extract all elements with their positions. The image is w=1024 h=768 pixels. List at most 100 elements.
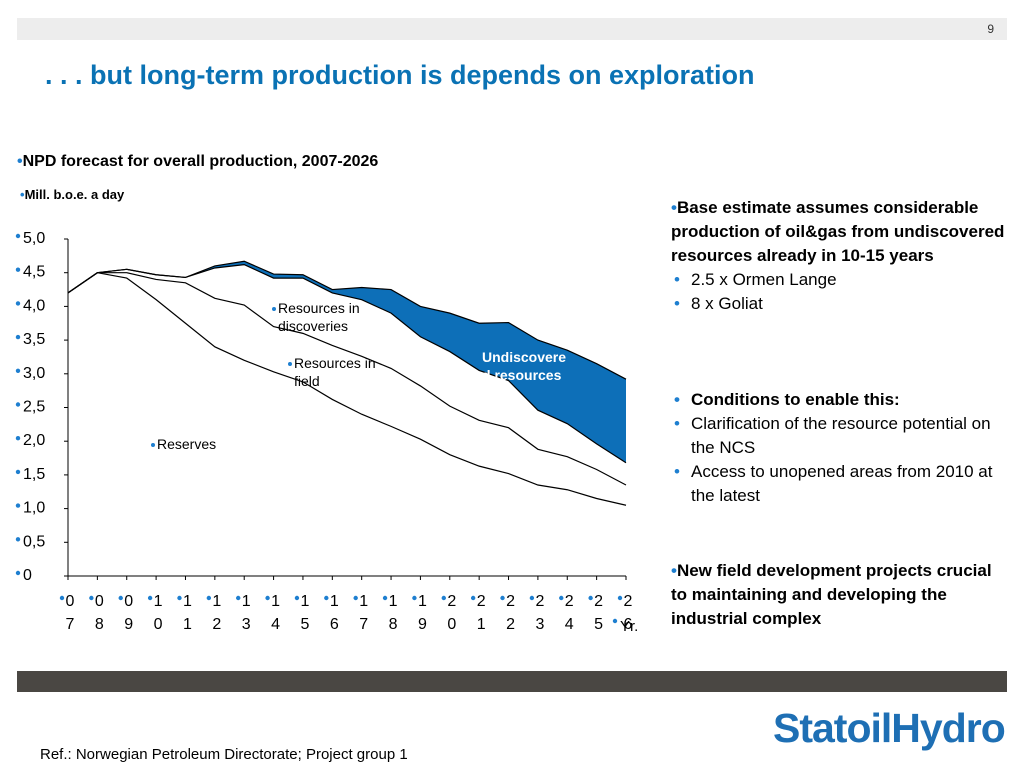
chart-title: •NPD forecast for overall production, 20…: [17, 153, 378, 171]
x-tick-label: 3: [242, 616, 251, 633]
bullet-icon: [15, 267, 21, 272]
x-tick-label: 0: [124, 593, 133, 610]
x-tick-label: 0: [66, 593, 75, 610]
x-tick-label: 1: [154, 593, 163, 610]
x-tick-label: 9: [124, 616, 133, 633]
block1-list: 2.5 x Ormen Lange 8 x Goliat: [671, 268, 1011, 316]
bullet-icon: [15, 469, 21, 475]
x-tick-label: 1: [242, 593, 251, 610]
bullet-icon: [15, 402, 21, 407]
reference-note: Ref.: Norwegian Petroleum Directorate; P…: [40, 746, 408, 763]
text-block-base-estimate: •Base estimate assumes considerable prod…: [671, 196, 1011, 316]
undiscovered-line: [67, 260, 627, 380]
bullet-icon: [288, 362, 292, 366]
list-item: 8 x Goliat: [671, 292, 1011, 316]
bullet-icon: [441, 595, 446, 601]
page-number: 9: [987, 22, 994, 36]
x-tick-label: 2: [594, 593, 603, 610]
bullet-icon: [151, 443, 155, 447]
x-tick-label: 8: [95, 616, 104, 633]
field-label: Resources in: [294, 355, 376, 371]
reserves-line: [67, 272, 627, 506]
y-tick-label: 2,5: [23, 399, 45, 416]
x-tick-label: 5: [594, 616, 603, 633]
y-tick-label: 0,5: [23, 533, 45, 550]
bullet-icon: [15, 368, 21, 373]
bullet-icon: [353, 595, 358, 601]
x-tick-label: 9: [418, 616, 427, 633]
bullet-icon: [294, 595, 300, 601]
x-tick-label: 7: [66, 616, 75, 633]
field-label: field: [294, 373, 320, 389]
block1-heading: •Base estimate assumes considerable prod…: [671, 196, 1011, 268]
x-tick-label: 0: [154, 616, 163, 633]
x-tick-label: 0: [447, 616, 456, 633]
x-tick-label: 2: [624, 593, 633, 610]
top-bar: [17, 18, 1007, 40]
x-tick-label: 5: [300, 616, 309, 633]
x-tick-label: 1: [389, 593, 398, 610]
bullet-icon: [59, 595, 65, 601]
discoveries-label: Resources in: [278, 300, 360, 316]
bullet-icon: [500, 595, 505, 601]
unit-label-text: Mill. b.o.e. a day: [24, 187, 125, 202]
bullet-icon: [177, 595, 182, 601]
bullet-icon: [15, 301, 21, 306]
x-tick-label: 1: [183, 616, 192, 633]
x-tick-label: 2: [565, 593, 574, 610]
x-tick-label: 1: [359, 593, 368, 610]
text-block-new-projects: •New field development projects crucial …: [671, 559, 1011, 631]
x-tick-label: 1: [330, 593, 339, 610]
y-tick-label: 4,0: [23, 297, 45, 314]
x-tick-label: 1: [300, 593, 309, 610]
slide-title: . . . but long-term production is depend…: [45, 60, 755, 90]
x-tick-label: 1: [477, 616, 486, 633]
bullet-icon: [324, 595, 329, 601]
y-tick-label: 4,5: [23, 264, 45, 281]
bullet-icon: [612, 618, 618, 624]
statoilhydro-logo: StatoilHydro: [773, 705, 1006, 751]
x-tick-label: 0: [95, 593, 104, 610]
x-tick-label: 2: [447, 593, 456, 610]
bullet-icon: [118, 595, 123, 601]
bullet-icon: [15, 537, 21, 542]
bullet-icon: [15, 334, 21, 340]
bullet-icon: [15, 570, 21, 576]
undiscovered-label: Undiscovere: [482, 349, 566, 365]
x-tick-label: 1: [271, 593, 280, 610]
y-tick-label: 5,0: [23, 230, 45, 247]
bullet-icon: [470, 595, 476, 601]
field-line: [67, 272, 627, 486]
bullet-icon: •: [17, 153, 23, 170]
list-item: 2.5 x Ormen Lange: [671, 268, 1011, 292]
bullet-icon: [15, 436, 21, 441]
bullet-icon: [559, 595, 564, 601]
y-tick-label: 2,0: [23, 432, 45, 449]
undiscovered-area: [68, 261, 626, 463]
bullet-icon: [206, 595, 212, 601]
bullet-icon: [412, 595, 417, 601]
x-tick-label: 8: [389, 616, 398, 633]
block1-heading-text: Base estimate assumes considerable produ…: [671, 198, 1005, 265]
unit-label: •Mill. b.o.e. a day: [20, 186, 130, 203]
chart-title-text: NPD forecast for overall production, 200…: [22, 153, 379, 170]
bullet-icon: [272, 307, 276, 311]
block2-list: Conditions to enable this: Clarification…: [671, 388, 1011, 508]
x-tick-label: 2: [477, 593, 486, 610]
y-tick-label: 3,0: [23, 365, 45, 382]
discoveries-label: discoveries: [278, 318, 348, 334]
bullet-icon: [147, 595, 153, 601]
bullet-icon: [89, 595, 94, 601]
x-tick-label: 2: [535, 593, 544, 610]
list-item: Clarification of the resource potential …: [671, 412, 1011, 460]
x-tick-label: 4: [271, 616, 280, 633]
x-tick-label: 3: [535, 616, 544, 633]
bullet-icon: [15, 233, 21, 239]
block3-heading: •New field development projects crucial …: [671, 559, 1011, 631]
bullet-icon: [265, 595, 270, 601]
x-tick-label: 1: [212, 593, 221, 610]
block3-heading-text: New field development projects crucial t…: [671, 561, 992, 628]
bullet-icon: [588, 595, 593, 601]
y-tick-label: 1,0: [23, 500, 45, 517]
